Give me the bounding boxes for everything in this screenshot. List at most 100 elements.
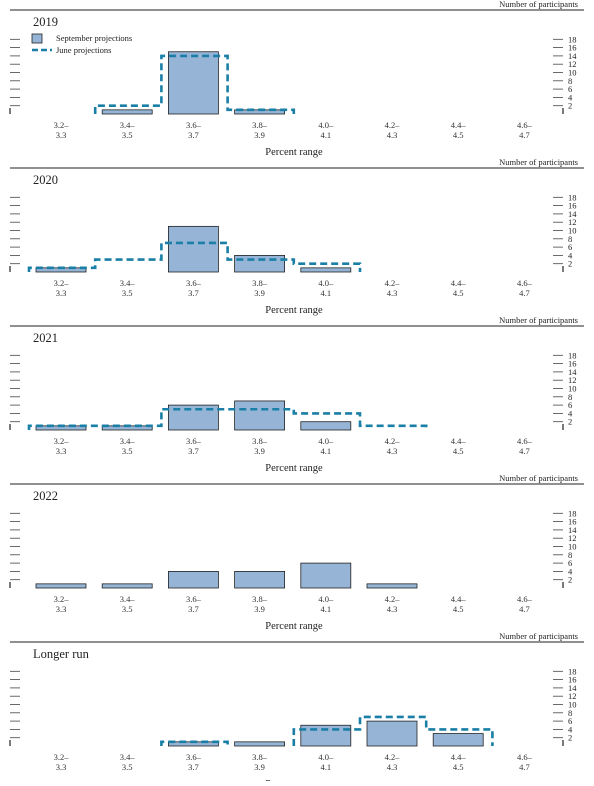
panel-title: 2019 bbox=[33, 15, 58, 29]
x-tick-label-top: 3.8– bbox=[252, 436, 268, 446]
y-tick-label: 6 bbox=[568, 558, 572, 568]
y-tick-label: 12 bbox=[568, 691, 577, 701]
x-tick-label-top: 4.2– bbox=[385, 752, 401, 762]
x-tick-label-top: 4.0– bbox=[318, 278, 334, 288]
y-axis-label: Number of participants bbox=[499, 631, 578, 641]
x-tick-label-top: 3.6– bbox=[186, 436, 202, 446]
x-axis-label: Percent range bbox=[265, 621, 323, 632]
x-tick-label-top: 4.2– bbox=[385, 436, 401, 446]
x-tick-label-top: 4.4– bbox=[451, 120, 467, 130]
x-tick-label-bottom: 3.3 bbox=[56, 762, 67, 772]
x-tick-label-top: 3.4– bbox=[120, 594, 136, 604]
y-tick-label: 14 bbox=[568, 367, 577, 377]
x-tick-label-top: 4.4– bbox=[451, 752, 467, 762]
x-tick-label-bottom: 3.3 bbox=[56, 288, 67, 298]
x-tick-label-bottom: 3.5 bbox=[122, 288, 133, 298]
bar bbox=[35, 583, 87, 589]
y-tick-label: 2 bbox=[568, 259, 572, 269]
x-tick-label-top: 3.2– bbox=[54, 752, 70, 762]
x-tick-label-bottom: 3.5 bbox=[122, 762, 133, 772]
legend-label-june: June projections bbox=[56, 45, 111, 55]
june-projection-step-line bbox=[93, 54, 296, 114]
y-tick-label: 14 bbox=[568, 51, 577, 61]
y-tick-label: 18 bbox=[568, 192, 577, 202]
x-tick-label-top: 4.2– bbox=[385, 278, 401, 288]
bar bbox=[167, 225, 219, 273]
x-axis-label: Percent range bbox=[265, 305, 323, 316]
x-tick-label-bottom: 4.5 bbox=[453, 446, 464, 456]
y-axis-label: Number of participants bbox=[499, 473, 578, 483]
x-tick-label-bottom: 4.5 bbox=[453, 604, 464, 614]
june-projection-step-line bbox=[160, 740, 229, 746]
x-tick-label-bottom: 4.3 bbox=[387, 604, 398, 614]
y-tick-label: 6 bbox=[568, 242, 572, 252]
bar bbox=[234, 571, 286, 589]
y-tick-label: 4 bbox=[568, 408, 573, 418]
x-tick-label-top: 3.2– bbox=[54, 120, 70, 130]
x-tick-label-bottom: 3.7 bbox=[188, 446, 199, 456]
x-tick-label-top: 4.2– bbox=[385, 120, 401, 130]
x-tick-label-top: 4.6– bbox=[517, 278, 533, 288]
x-tick-label-top: 4.6– bbox=[517, 436, 533, 446]
y-tick-label: 4 bbox=[568, 92, 573, 102]
x-tick-label-top: 3.8– bbox=[252, 594, 268, 604]
x-tick-label-bottom: 3.9 bbox=[254, 762, 265, 772]
x-tick-label-bottom: 4.5 bbox=[453, 762, 464, 772]
x-tick-label-top: 4.6– bbox=[517, 752, 533, 762]
x-tick-label-bottom: 4.1 bbox=[320, 130, 331, 140]
y-tick-label: 4 bbox=[568, 250, 573, 260]
x-tick-label-top: 4.0– bbox=[318, 752, 334, 762]
y-tick-label: 16 bbox=[568, 201, 577, 211]
x-tick-label-bottom: 4.1 bbox=[320, 288, 331, 298]
y-tick-label: 18 bbox=[568, 350, 577, 360]
y-tick-label: 10 bbox=[568, 226, 577, 236]
y-tick-label: 8 bbox=[568, 550, 572, 560]
x-tick-label-bottom: 3.7 bbox=[188, 604, 199, 614]
x-tick-label-bottom: 4.7 bbox=[519, 604, 530, 614]
x-tick-label-bottom: 4.7 bbox=[519, 288, 530, 298]
panel-title: 2021 bbox=[33, 331, 58, 345]
x-tick-label-top: 3.4– bbox=[120, 278, 136, 288]
y-tick-label: 8 bbox=[568, 392, 572, 402]
y-tick-label: 2 bbox=[568, 101, 572, 111]
y-axis-label: Number of participants bbox=[499, 157, 578, 167]
x-tick-label-bottom: 3.9 bbox=[254, 130, 265, 140]
x-tick-label-top: 3.4– bbox=[120, 436, 136, 446]
bar bbox=[167, 51, 219, 115]
x-tick-label-top: 3.8– bbox=[252, 752, 268, 762]
bar bbox=[432, 733, 484, 747]
y-tick-label: 6 bbox=[568, 716, 572, 726]
x-tick-label-bottom: 4.3 bbox=[387, 288, 398, 298]
y-tick-label: 2 bbox=[568, 733, 572, 743]
x-tick-label-top: 4.6– bbox=[517, 594, 533, 604]
y-tick-label: 10 bbox=[568, 700, 577, 710]
x-tick-label-top: 3.6– bbox=[186, 278, 202, 288]
panel-title: 2022 bbox=[33, 489, 58, 503]
x-tick-label-bottom: 3.3 bbox=[56, 130, 67, 140]
x-tick-label-bottom: 4.1 bbox=[320, 604, 331, 614]
y-tick-label: 10 bbox=[568, 542, 577, 552]
x-tick-label-top: 3.8– bbox=[252, 120, 268, 130]
y-tick-label: 2 bbox=[568, 575, 572, 585]
y-tick-label: 6 bbox=[568, 84, 572, 94]
x-tick-label-bottom: 4.7 bbox=[519, 762, 530, 772]
x-tick-label-bottom: 4.1 bbox=[320, 762, 331, 772]
y-tick-label: 10 bbox=[568, 68, 577, 78]
x-axis-label: Percent range bbox=[265, 463, 323, 474]
y-tick-label: 16 bbox=[568, 675, 577, 685]
x-tick-label-top: 4.6– bbox=[517, 120, 533, 130]
x-tick-label-top: 4.2– bbox=[385, 594, 401, 604]
x-tick-label-top: 4.0– bbox=[318, 436, 334, 446]
x-tick-label-bottom: 4.3 bbox=[387, 762, 398, 772]
bar bbox=[101, 583, 153, 589]
y-tick-label: 4 bbox=[568, 566, 573, 576]
bar bbox=[234, 254, 286, 273]
x-tick-label-top: 4.0– bbox=[318, 120, 334, 130]
x-tick-label-bottom: 4.3 bbox=[387, 446, 398, 456]
x-tick-label-bottom: 3.5 bbox=[122, 130, 133, 140]
y-tick-label: 14 bbox=[568, 525, 577, 535]
bar bbox=[300, 562, 352, 589]
bar bbox=[300, 267, 352, 273]
panel-3: 2022 Number of participants 24681012141618… bbox=[9, 473, 584, 632]
